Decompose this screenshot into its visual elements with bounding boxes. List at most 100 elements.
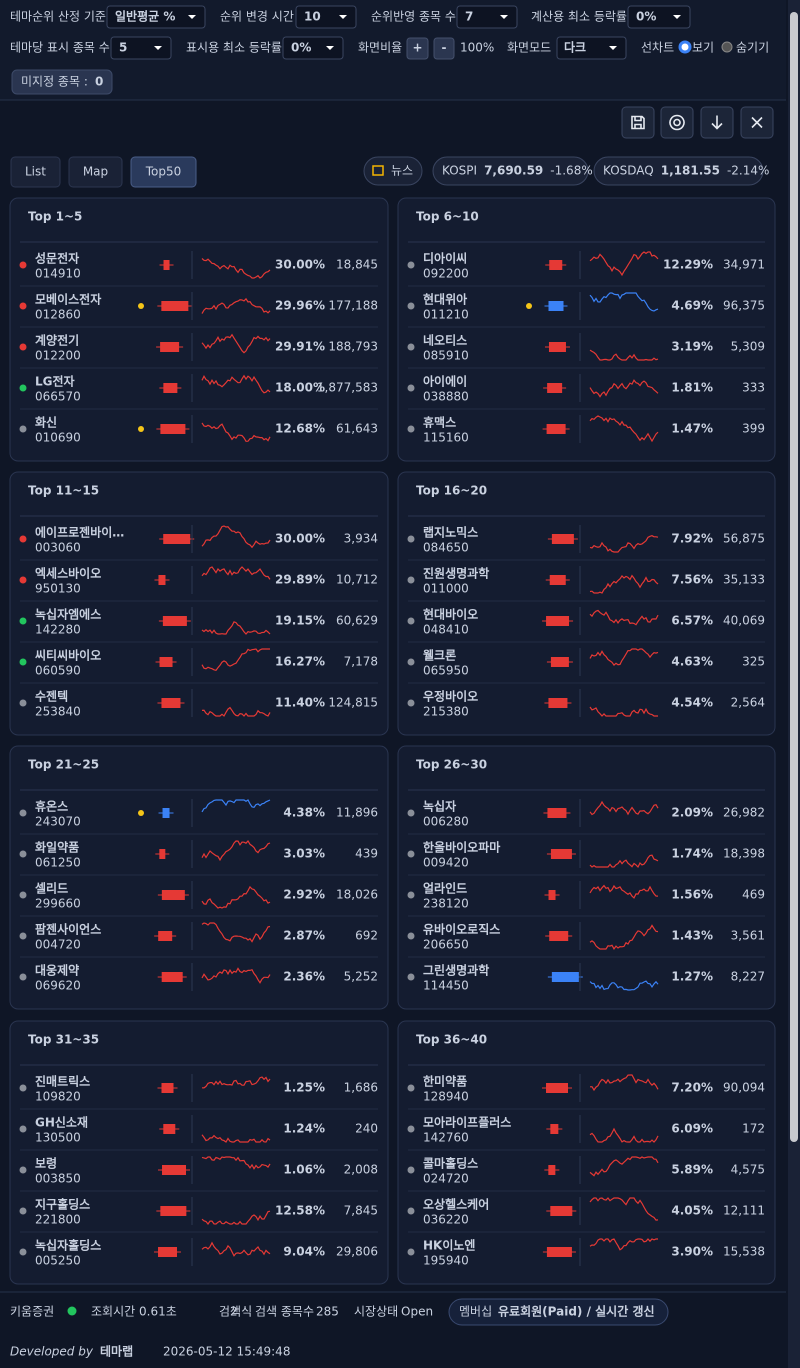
stock-name: 오상헬스케어 [423, 1197, 489, 1212]
toolbar-button[interactable] [660, 106, 694, 139]
tab[interactable] [68, 156, 123, 188]
index-value: 1,181.55 [661, 164, 720, 178]
stock-name: 씨티씨바이오 [35, 648, 101, 663]
sparkline [201, 621, 271, 635]
panel [9, 1020, 389, 1285]
panel [397, 1020, 776, 1285]
stock-pct: 29.96% [275, 299, 325, 313]
stock-pct: 1.06% [283, 1163, 325, 1177]
stock-name: 지구홀딩스 [35, 1197, 90, 1212]
select-box[interactable] [282, 36, 344, 60]
candle-body [550, 657, 569, 667]
select-box[interactable] [106, 5, 206, 29]
stock-volume: 40,069 [723, 614, 765, 628]
stock-volume: 60,629 [336, 614, 378, 628]
stock-pct: 30.00% [275, 258, 325, 272]
sparkline [589, 884, 659, 899]
radio-label: 보기 [692, 41, 714, 55]
stock-code: 142280 [35, 623, 81, 637]
zoom-minus[interactable] [433, 37, 455, 60]
stock-volume: 18,026 [336, 888, 378, 902]
member-pill [448, 1298, 669, 1326]
member-label: 멤버십 [459, 1305, 492, 1319]
stock-code: 206650 [423, 938, 469, 952]
candle-body [162, 808, 170, 818]
status-dot [407, 973, 415, 981]
sparkline [201, 1134, 271, 1143]
index-change: -2.14% [727, 164, 769, 178]
stock-pct: 1.27% [671, 970, 713, 984]
sparkline [589, 924, 659, 951]
stock-pct: 19.15% [275, 614, 325, 628]
stock-code: 012200 [35, 349, 81, 363]
stock-pct: 1.24% [283, 1122, 325, 1136]
sparkline [589, 609, 659, 626]
candle-body [549, 575, 566, 585]
candle-body [158, 575, 166, 585]
scrollbar-thumb[interactable] [790, 12, 798, 1142]
setting-label: 순위반영 종목 수 [371, 10, 456, 24]
candle-body [161, 301, 189, 311]
news-button[interactable] [363, 156, 423, 186]
sparkline [589, 1127, 659, 1143]
tab[interactable] [10, 156, 61, 188]
stock-volume: 3,934 [344, 532, 378, 546]
stock-name: 유바이오로직스 [423, 922, 500, 937]
candle-body [550, 849, 572, 859]
stock-pct: 29.89% [275, 573, 325, 587]
stock-pct: 1.47% [671, 422, 713, 436]
sparkline [201, 374, 271, 394]
status-dot [407, 932, 415, 940]
stock-code: 221800 [35, 1213, 81, 1227]
status-dot [19, 617, 27, 625]
select-arrow [339, 15, 347, 19]
index-name: KOSDAQ [603, 164, 654, 178]
stock-pct: 2.09% [671, 806, 713, 820]
stock-volume: 29,806 [336, 1245, 378, 1259]
stock-volume: 26,982 [723, 806, 765, 820]
status-dot [19, 1248, 27, 1256]
status-dot [407, 891, 415, 899]
stock-volume: 399 [742, 422, 765, 436]
stock-pct: 2.92% [283, 888, 325, 902]
sparkline [201, 333, 271, 354]
tab[interactable] [130, 156, 197, 188]
flag-dot [138, 426, 144, 432]
broker: 키움증권 [10, 1305, 54, 1319]
stock-volume: 325 [742, 655, 765, 669]
stock-code: 005250 [35, 1254, 81, 1268]
stock-code: 299660 [35, 897, 81, 911]
status-dot [407, 302, 415, 310]
select-value: 10 [304, 10, 321, 24]
panel-title: Top 6~10 [416, 210, 479, 224]
select-arrow [673, 15, 681, 19]
status-dot [19, 425, 27, 433]
status-dot [407, 658, 415, 666]
candle-body [159, 657, 173, 667]
candle-body [549, 260, 563, 270]
select-box[interactable] [295, 5, 357, 29]
select-box[interactable] [456, 5, 518, 29]
stock-volume: 5,252 [344, 970, 378, 984]
stock-code: 215380 [423, 705, 469, 719]
radio-off[interactable] [721, 41, 733, 53]
stock-volume: 7,845 [344, 1204, 378, 1218]
stock-pct: 4.54% [671, 696, 713, 710]
stock-pct: 1.25% [283, 1081, 325, 1095]
select-arrow [188, 15, 196, 19]
select-box[interactable] [110, 36, 172, 60]
radio-on[interactable] [678, 40, 692, 54]
stock-code: 115160 [423, 431, 469, 445]
select-box[interactable] [627, 5, 691, 29]
panel-title: Top 36~40 [416, 1033, 487, 1047]
status-dot [407, 1207, 415, 1215]
candle-body [548, 342, 566, 352]
stock-volume: 240 [355, 1122, 378, 1136]
footer-value: Open [401, 1305, 433, 1319]
candle-body [160, 342, 180, 352]
toolbar-button[interactable] [621, 106, 655, 139]
status-dot [407, 1125, 415, 1133]
zoom-plus[interactable] [406, 37, 429, 60]
select-box[interactable] [556, 36, 627, 60]
candle-body [546, 1247, 572, 1257]
